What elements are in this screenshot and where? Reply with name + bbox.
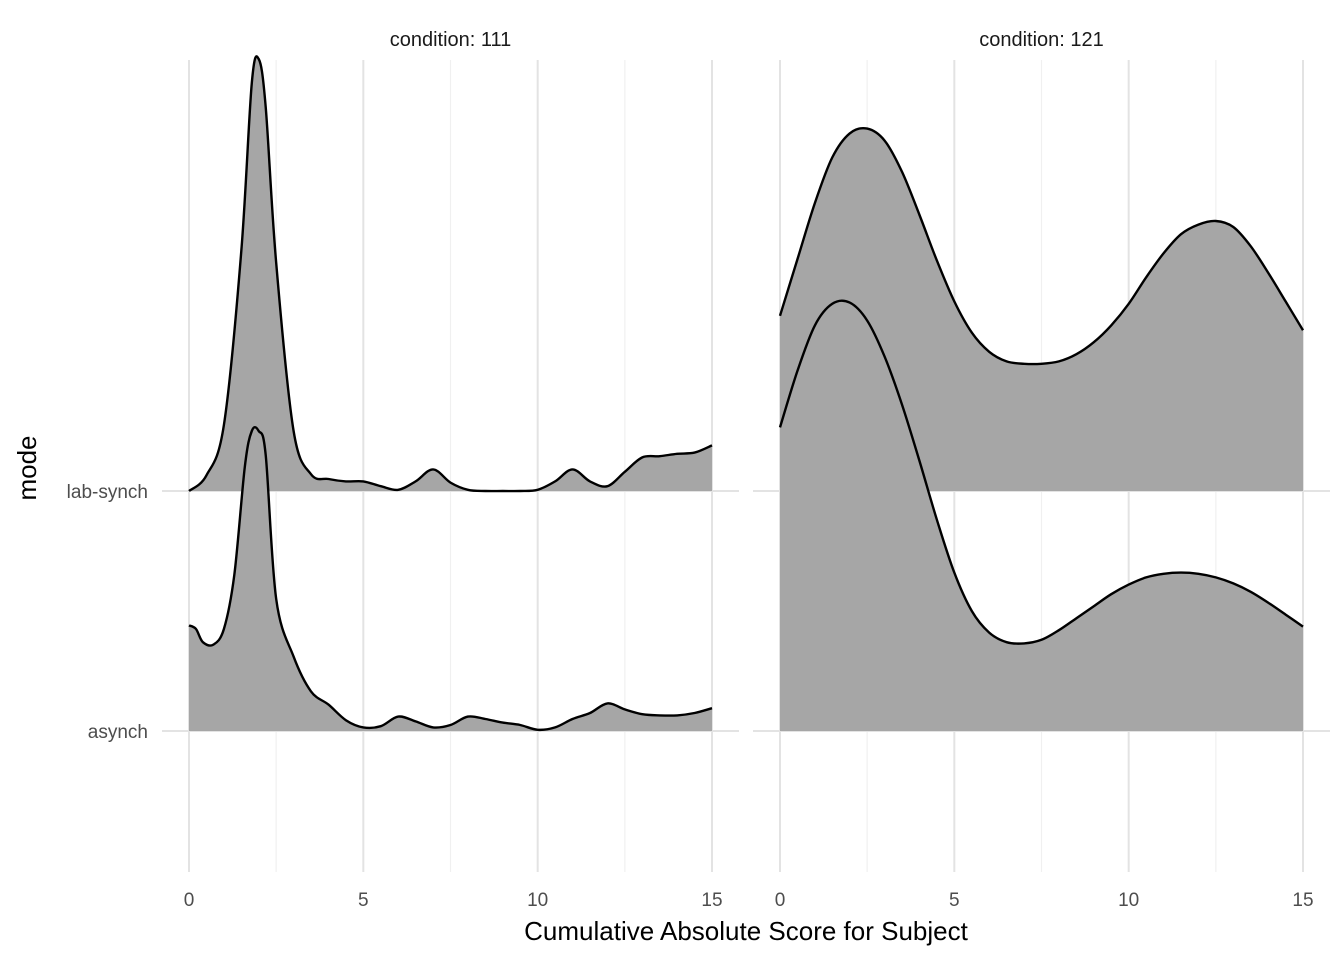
x-tick-label: 15 — [1292, 890, 1313, 911]
x-tick-label: 5 — [358, 890, 369, 911]
y-axis: lab-synch asynch — [67, 482, 148, 743]
x-tick-label: 0 — [775, 890, 786, 911]
facet-panel: condition: 111 0 5 10 15 — [162, 29, 739, 911]
density-ridge-fill-asynch — [780, 300, 1303, 731]
x-tick-label: 0 — [184, 890, 195, 911]
x-tick-label: 10 — [527, 890, 548, 911]
y-axis-title: mode — [12, 435, 42, 500]
facet-panel: condition: 121 0 5 10 15 — [753, 29, 1330, 911]
density-ridge-fill-asynch — [189, 427, 712, 731]
y-tick-label: lab-synch — [67, 482, 148, 503]
density-ridge-fill-lab-synch — [189, 56, 712, 492]
density-ridge-line-lab-synch — [188, 55, 713, 493]
density-ridge-line-asynch — [188, 426, 713, 732]
density-ridge-line-asynch — [778, 299, 1304, 645]
y-tick-label: asynch — [88, 722, 148, 743]
x-tick-label: 5 — [949, 890, 960, 911]
facet-panels: condition: 111 0 5 10 15 condition: 121 0 5 10 15 — [162, 29, 1330, 911]
x-axis-title: Cumulative Absolute Score for Subject — [524, 916, 968, 946]
x-tick-label: 15 — [701, 890, 722, 911]
x-tick-label: 10 — [1118, 890, 1139, 911]
facet-strip-label: condition: 121 — [979, 29, 1104, 51]
facet-strip-label: condition: 111 — [390, 29, 512, 51]
density-ridge-fill-lab-synch — [780, 128, 1303, 491]
density-ridge-line-lab-synch — [778, 126, 1305, 366]
